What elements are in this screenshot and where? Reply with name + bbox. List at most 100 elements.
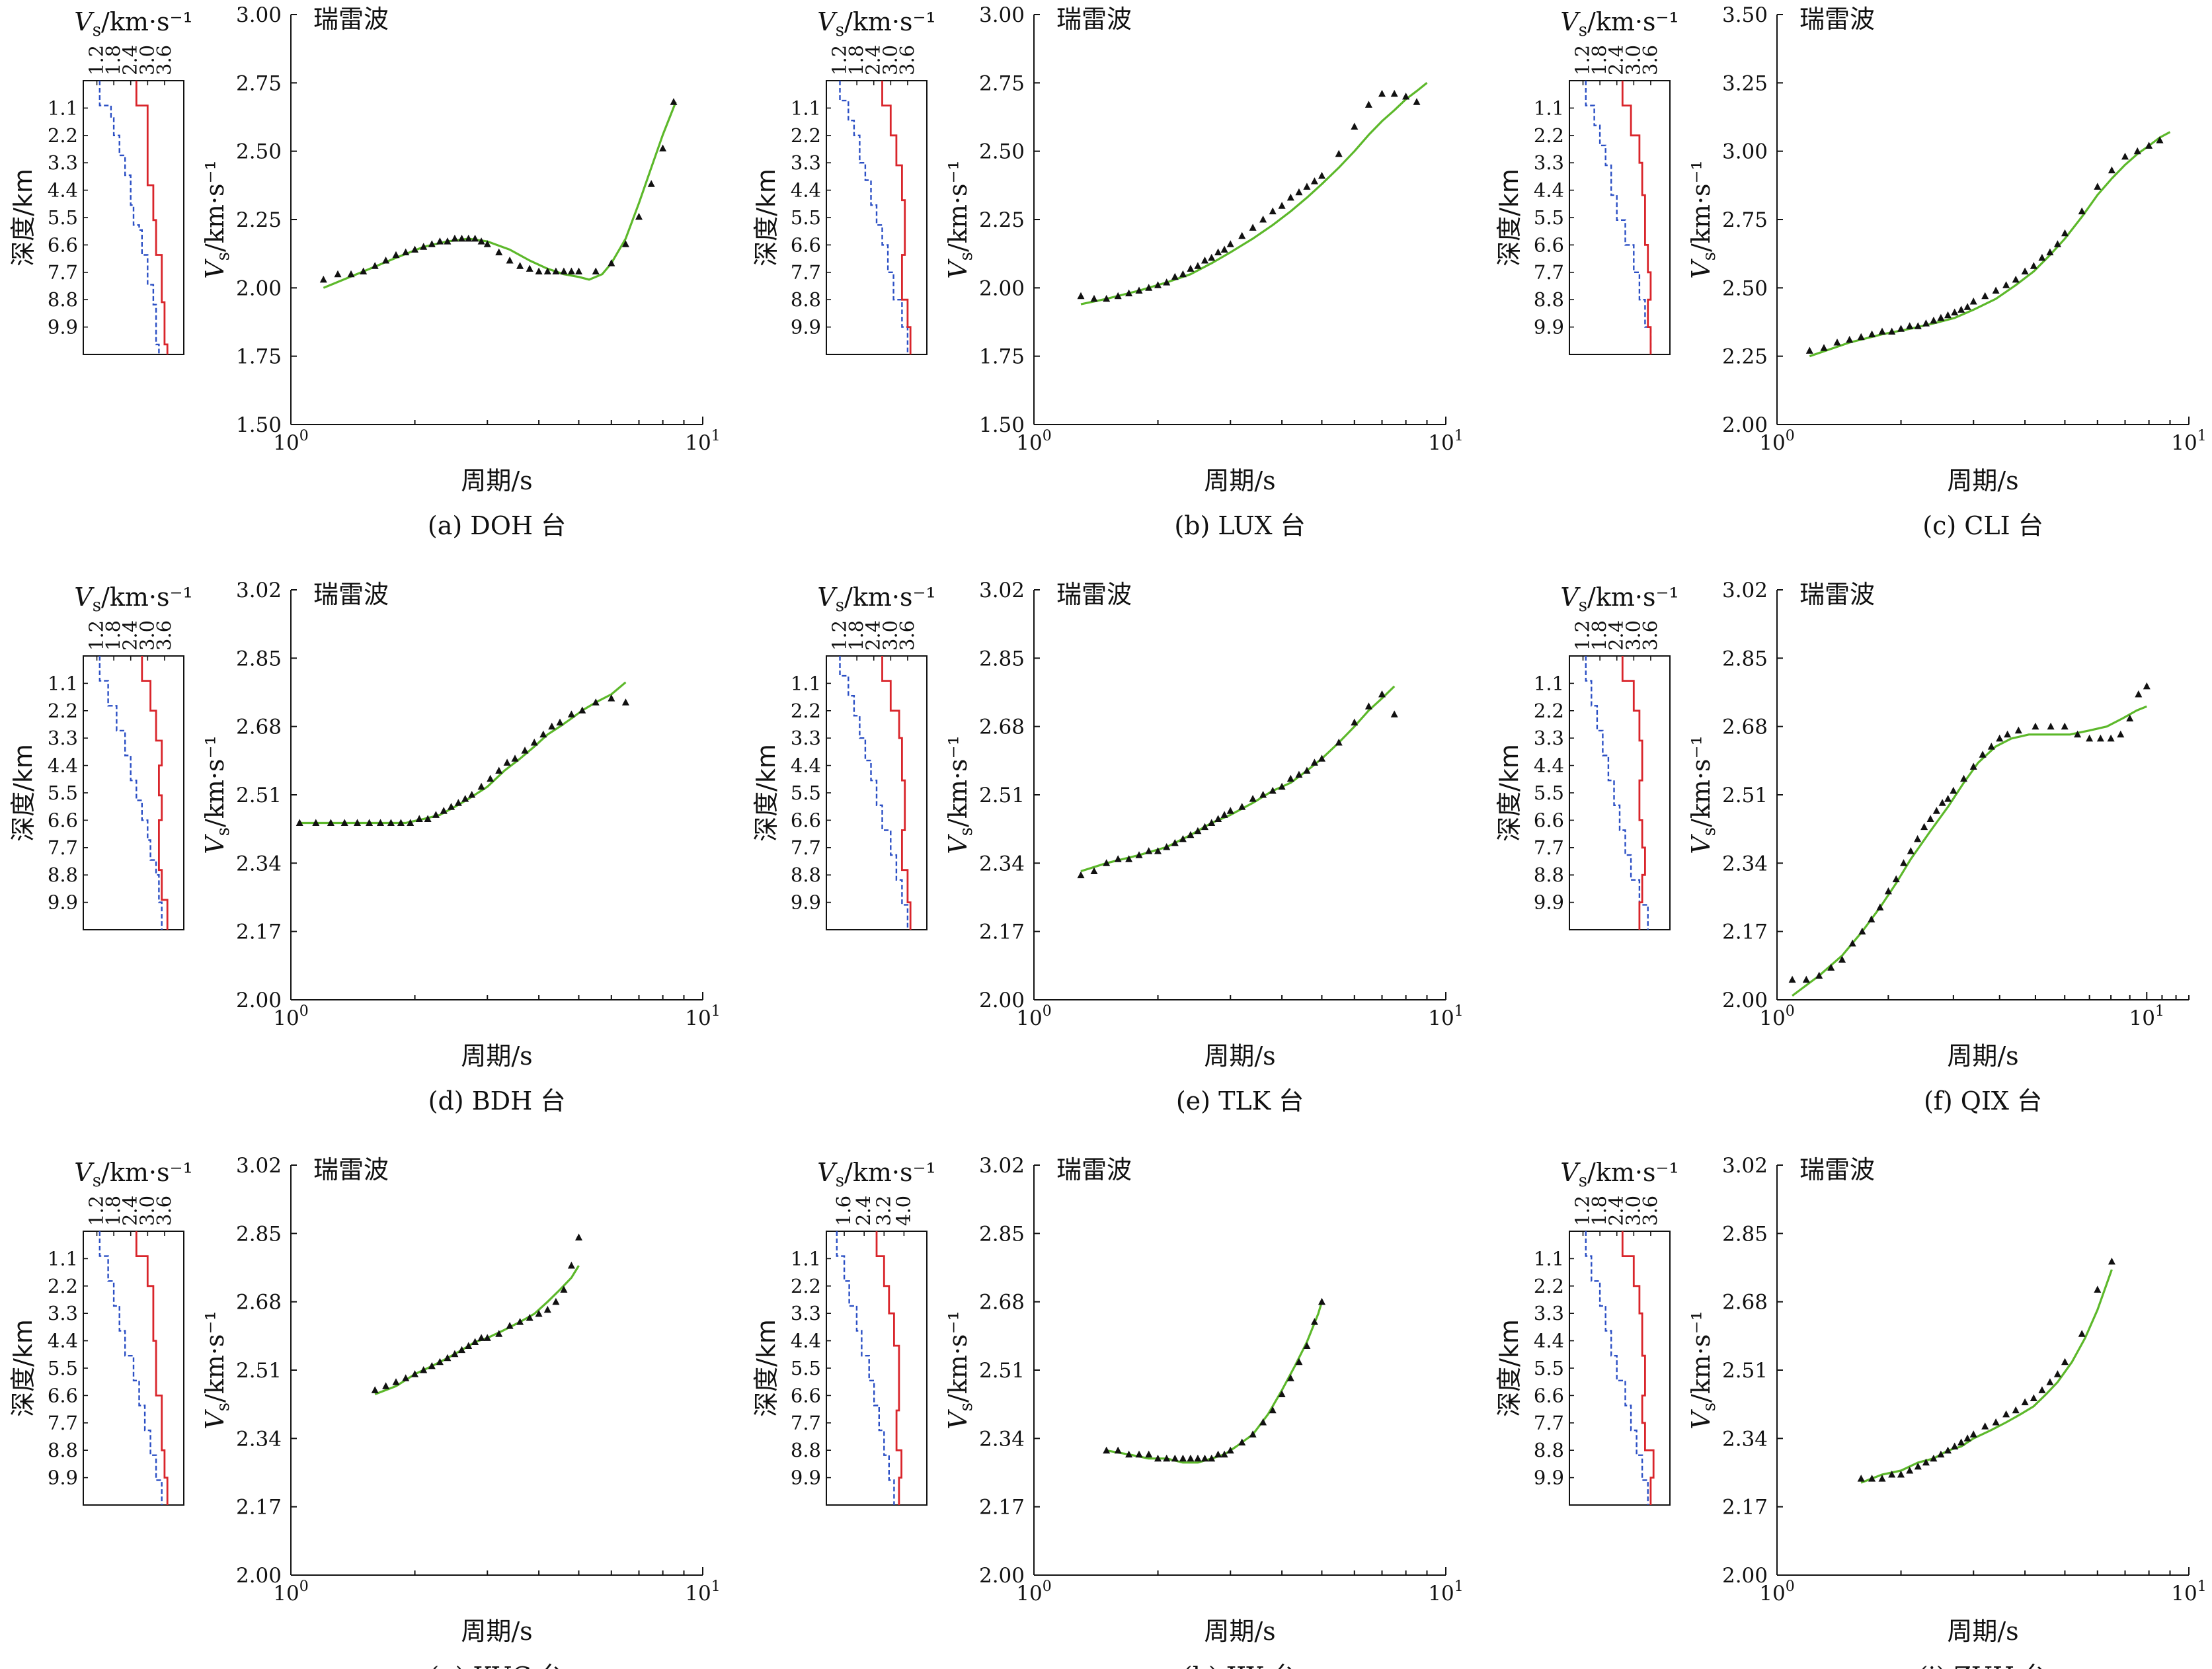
observed-point xyxy=(2094,183,2102,190)
inverted-model-line xyxy=(1621,81,1652,354)
inset-depth-axis-label: 深度/km xyxy=(9,744,38,842)
observed-point xyxy=(1194,827,1202,834)
observed-point xyxy=(1378,89,1386,97)
y-tick-label: 2.00 xyxy=(1722,413,1768,437)
observed-point xyxy=(1378,690,1386,698)
panel-grid: 1.50 1.75 2.00 2.25 2.50 2.75 3.00 100 101 周期/s Vs… xyxy=(9,3,2207,1669)
y-axis-label: Vs/km·s⁻¹ xyxy=(1686,1311,1719,1430)
observed-point xyxy=(319,275,327,283)
observed-point xyxy=(1214,815,1222,822)
observed-point xyxy=(1286,1374,1294,1381)
inset-vs-axis-title: Vs/km·s⁻¹ xyxy=(1560,1158,1679,1191)
observed-point xyxy=(468,791,476,798)
observed-point xyxy=(424,815,432,822)
inset-depth-label: 2.2 xyxy=(791,700,821,722)
inset-vs-label: 3.0 xyxy=(1622,620,1644,651)
inset-depth-label: 7.7 xyxy=(791,1412,821,1434)
inset-depth-label: 6.6 xyxy=(1534,233,1564,256)
observed-point xyxy=(2012,1406,2020,1414)
observed-point xyxy=(2078,1330,2086,1337)
observed-point xyxy=(2032,722,2039,730)
observed-point xyxy=(1318,171,1325,179)
observed-point xyxy=(1179,1454,1187,1462)
x-tick-label: 100 xyxy=(1759,428,1794,455)
inset-depth-axis-label: 深度/km xyxy=(9,1319,38,1417)
observed-point xyxy=(392,1378,400,1385)
observed-point xyxy=(506,1322,514,1329)
observed-point xyxy=(1857,1475,1865,1482)
observed-point xyxy=(543,267,551,274)
inset-depth-label: 3.3 xyxy=(791,1302,821,1324)
y-tick-label: 2.51 xyxy=(236,784,282,807)
y-tick-label: 2.85 xyxy=(979,647,1025,671)
observed-point xyxy=(1922,1458,1930,1466)
inverted-model-line xyxy=(1621,1231,1655,1505)
observed-point xyxy=(1145,1450,1153,1458)
observed-point xyxy=(382,257,390,264)
observed-point xyxy=(2156,136,2164,143)
inset-depth-label: 2.2 xyxy=(48,124,78,147)
inset-depth-label: 4.4 xyxy=(1534,179,1564,202)
inset-vs-label: 3.0 xyxy=(1622,45,1644,75)
plot-area xyxy=(1077,82,1428,305)
observed-point xyxy=(2021,1398,2029,1406)
panel-d: 2.00 2.17 2.34 2.51 2.68 2.85 3.02 100 101 周期/s Vs… xyxy=(9,579,721,1116)
wave-type-label: 瑞雷波 xyxy=(1056,1155,1132,1184)
observed-point xyxy=(567,710,575,717)
observed-point xyxy=(1992,286,2000,294)
observed-point xyxy=(516,1318,524,1325)
inset-depth-label: 6.6 xyxy=(791,809,821,831)
inset-vs-label: 1.8 xyxy=(845,620,867,651)
observed-point xyxy=(1937,313,1945,321)
observed-point xyxy=(1220,811,1228,818)
y-tick-label: 3.02 xyxy=(236,1154,282,1178)
observed-point xyxy=(1226,240,1234,247)
y-axis-label: Vs/km·s⁻¹ xyxy=(200,735,233,854)
observed-point xyxy=(1969,1430,1977,1438)
observed-point xyxy=(1951,308,1959,315)
observed-point xyxy=(347,270,355,278)
observed-point xyxy=(1269,207,1277,215)
observed-point xyxy=(1077,292,1085,300)
observed-point xyxy=(1135,286,1143,294)
observed-point xyxy=(1114,855,1122,862)
observed-point xyxy=(1278,1390,1286,1397)
inset-vs-label: 1.8 xyxy=(102,1196,124,1226)
inset-depth-axis-label: 深度/km xyxy=(1495,169,1524,266)
y-tick-label: 2.34 xyxy=(236,1427,282,1451)
inset-depth-axis-label: 深度/km xyxy=(9,169,38,266)
x-axis-label: 周期/s xyxy=(1947,1041,2018,1071)
wave-type-label: 瑞雷波 xyxy=(313,580,389,609)
inset-depth-label: 8.8 xyxy=(791,1439,821,1461)
observed-point xyxy=(477,1334,485,1341)
inset-depth-label: 4.4 xyxy=(48,754,78,777)
observed-point xyxy=(1318,1297,1325,1305)
inset-depth-label: 7.7 xyxy=(1534,1412,1564,1434)
inset-vs-label: 1.8 xyxy=(1588,1196,1610,1226)
inset-depth-label: 3.3 xyxy=(1534,151,1564,174)
inset-depth-label: 2.2 xyxy=(791,124,821,147)
fit-curve xyxy=(1809,131,2171,358)
observed-point xyxy=(1145,284,1153,291)
x-tick-label: 100 xyxy=(1759,1578,1794,1606)
x-axis-label: 周期/s xyxy=(1204,1041,1275,1071)
inset-depth-label: 5.5 xyxy=(791,782,821,804)
inset-vs-label: 2.4 xyxy=(119,1196,141,1226)
observed-point xyxy=(1125,855,1133,862)
panel-caption: (b) LUX 台 xyxy=(1174,511,1305,540)
observed-point xyxy=(1884,887,1892,895)
inset-vs-label: 1.2 xyxy=(85,1196,108,1226)
panel-b: 1.50 1.75 2.00 2.25 2.50 2.75 3.00 100 101 周期/s Vs… xyxy=(752,3,1464,540)
observed-point xyxy=(1249,1430,1257,1438)
observed-point xyxy=(1226,1446,1234,1454)
observed-point xyxy=(420,243,428,250)
inset-depth-label: 5.5 xyxy=(1534,782,1564,804)
observed-point xyxy=(1981,1422,1989,1430)
observed-point xyxy=(1187,1454,1195,1462)
observed-point xyxy=(1992,1418,2000,1426)
x-tick-label: 101 xyxy=(685,1578,720,1606)
observed-point xyxy=(458,234,465,242)
panel-caption: (a) DOH 台 xyxy=(428,511,566,540)
inset-depth-label: 9.9 xyxy=(791,891,821,914)
y-tick-label: 2.75 xyxy=(1722,208,1768,232)
